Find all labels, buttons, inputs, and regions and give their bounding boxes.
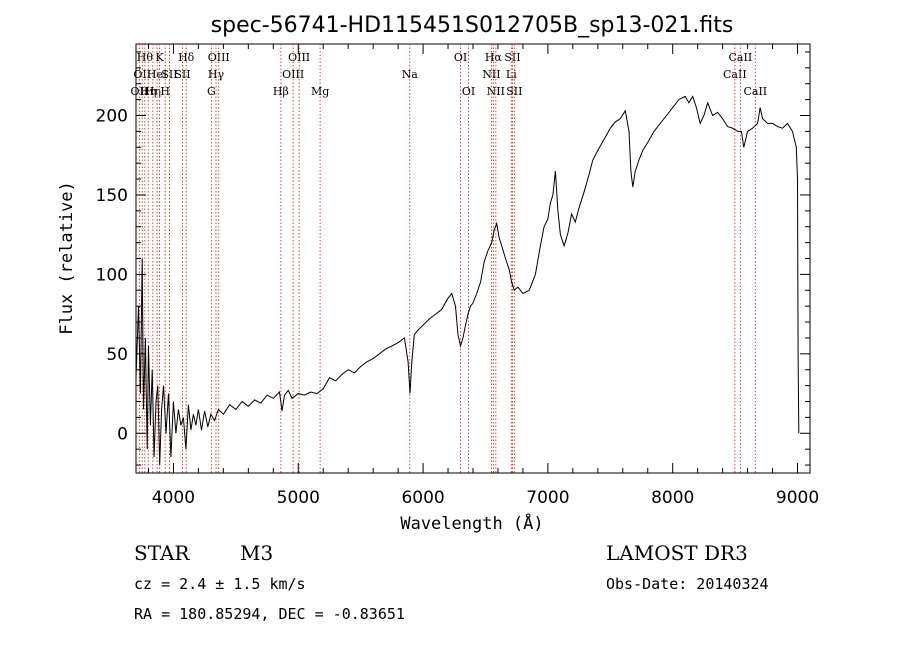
x-tick-label-5: 9000 xyxy=(776,488,819,508)
line-marker-label-1: OII xyxy=(133,68,151,81)
line-marker-label-28: CaII xyxy=(729,51,753,64)
spectrum-line xyxy=(135,95,800,466)
y-axis-label: Flux (relative) xyxy=(57,181,77,335)
line-marker-label-20: OI xyxy=(462,85,475,98)
x-tick-label-3: 7000 xyxy=(526,488,569,508)
line-marker-label-18: Na xyxy=(402,68,419,81)
line-marker-label-23: NII xyxy=(487,85,505,98)
line-marker-label-11: G xyxy=(207,85,216,98)
line-marker-label-5: HeI xyxy=(147,68,167,81)
object-class: STAR xyxy=(134,541,190,565)
line-marker-label-22: Hα xyxy=(485,51,503,64)
line-marker-label-21: NII xyxy=(482,68,500,81)
line-marker-label-7: H xyxy=(160,85,170,98)
line-marker-label-0: OII xyxy=(131,85,149,98)
coordinates: RA = 180.85294, DEC = -0.83651 xyxy=(134,605,405,623)
line-marker-label-14: Hβ xyxy=(273,85,289,98)
y-tick-label-1: 50 xyxy=(106,345,128,365)
observation-date: Obs-Date: 20140324 xyxy=(606,575,769,593)
y-tick-label-3: 150 xyxy=(96,186,128,206)
line-marker-label-24: Li xyxy=(506,68,517,81)
x-tick-label-4: 8000 xyxy=(651,488,694,508)
line-marker-label-17: Mg xyxy=(311,85,329,98)
line-marker-label-6: K xyxy=(155,51,164,64)
line-marker-label-26: SII xyxy=(506,85,522,98)
line-marker-label-8: SII xyxy=(161,68,177,81)
line-marker-label-25: SII xyxy=(504,51,520,64)
x-tick-label-1: 5000 xyxy=(277,488,320,508)
x-axis-label: Wavelength (Å) xyxy=(400,512,543,534)
line-marker-label-2: Hθ xyxy=(137,51,154,64)
spectral-line-markers: OIIOIIHθHηHηHeIKHSIIHδSIIGHγOIIIHβOIIIOI… xyxy=(131,44,767,473)
line-marker-label-19: OI xyxy=(454,51,467,64)
line-marker-label-9: Hδ xyxy=(178,51,195,64)
survey-name: LAMOST DR3 xyxy=(606,541,748,565)
redshift-value: cz = 2.4 ± 1.5 km/s xyxy=(134,575,306,593)
line-marker-label-13: OIII xyxy=(208,51,230,64)
x-tick-label-0: 4000 xyxy=(152,488,195,508)
line-marker-label-27: CaII xyxy=(723,68,747,81)
x-tick-label-2: 6000 xyxy=(401,488,444,508)
axis-ticks: 4000 5000 6000 7000 8000 9000 0 50 100 150 200 xyxy=(96,44,819,508)
y-tick-label-0: 0 xyxy=(117,424,128,444)
line-marker-label-15: OIII xyxy=(282,68,304,81)
y-tick-label-2: 100 xyxy=(96,265,128,285)
y-tick-label-4: 200 xyxy=(96,107,128,127)
chart-title: spec-56741-HD115451S012705B_sp13-021.fit… xyxy=(211,13,734,38)
line-marker-label-29: CaII xyxy=(743,85,767,98)
object-subclass: M3 xyxy=(240,541,273,565)
line-marker-label-3: Hη xyxy=(140,85,156,98)
line-marker-label-10: SII xyxy=(174,68,190,81)
line-marker-label-16: OIII xyxy=(288,51,310,64)
line-marker-label-12: Hγ xyxy=(208,68,225,81)
line-marker-label-4: Hη xyxy=(145,85,161,98)
